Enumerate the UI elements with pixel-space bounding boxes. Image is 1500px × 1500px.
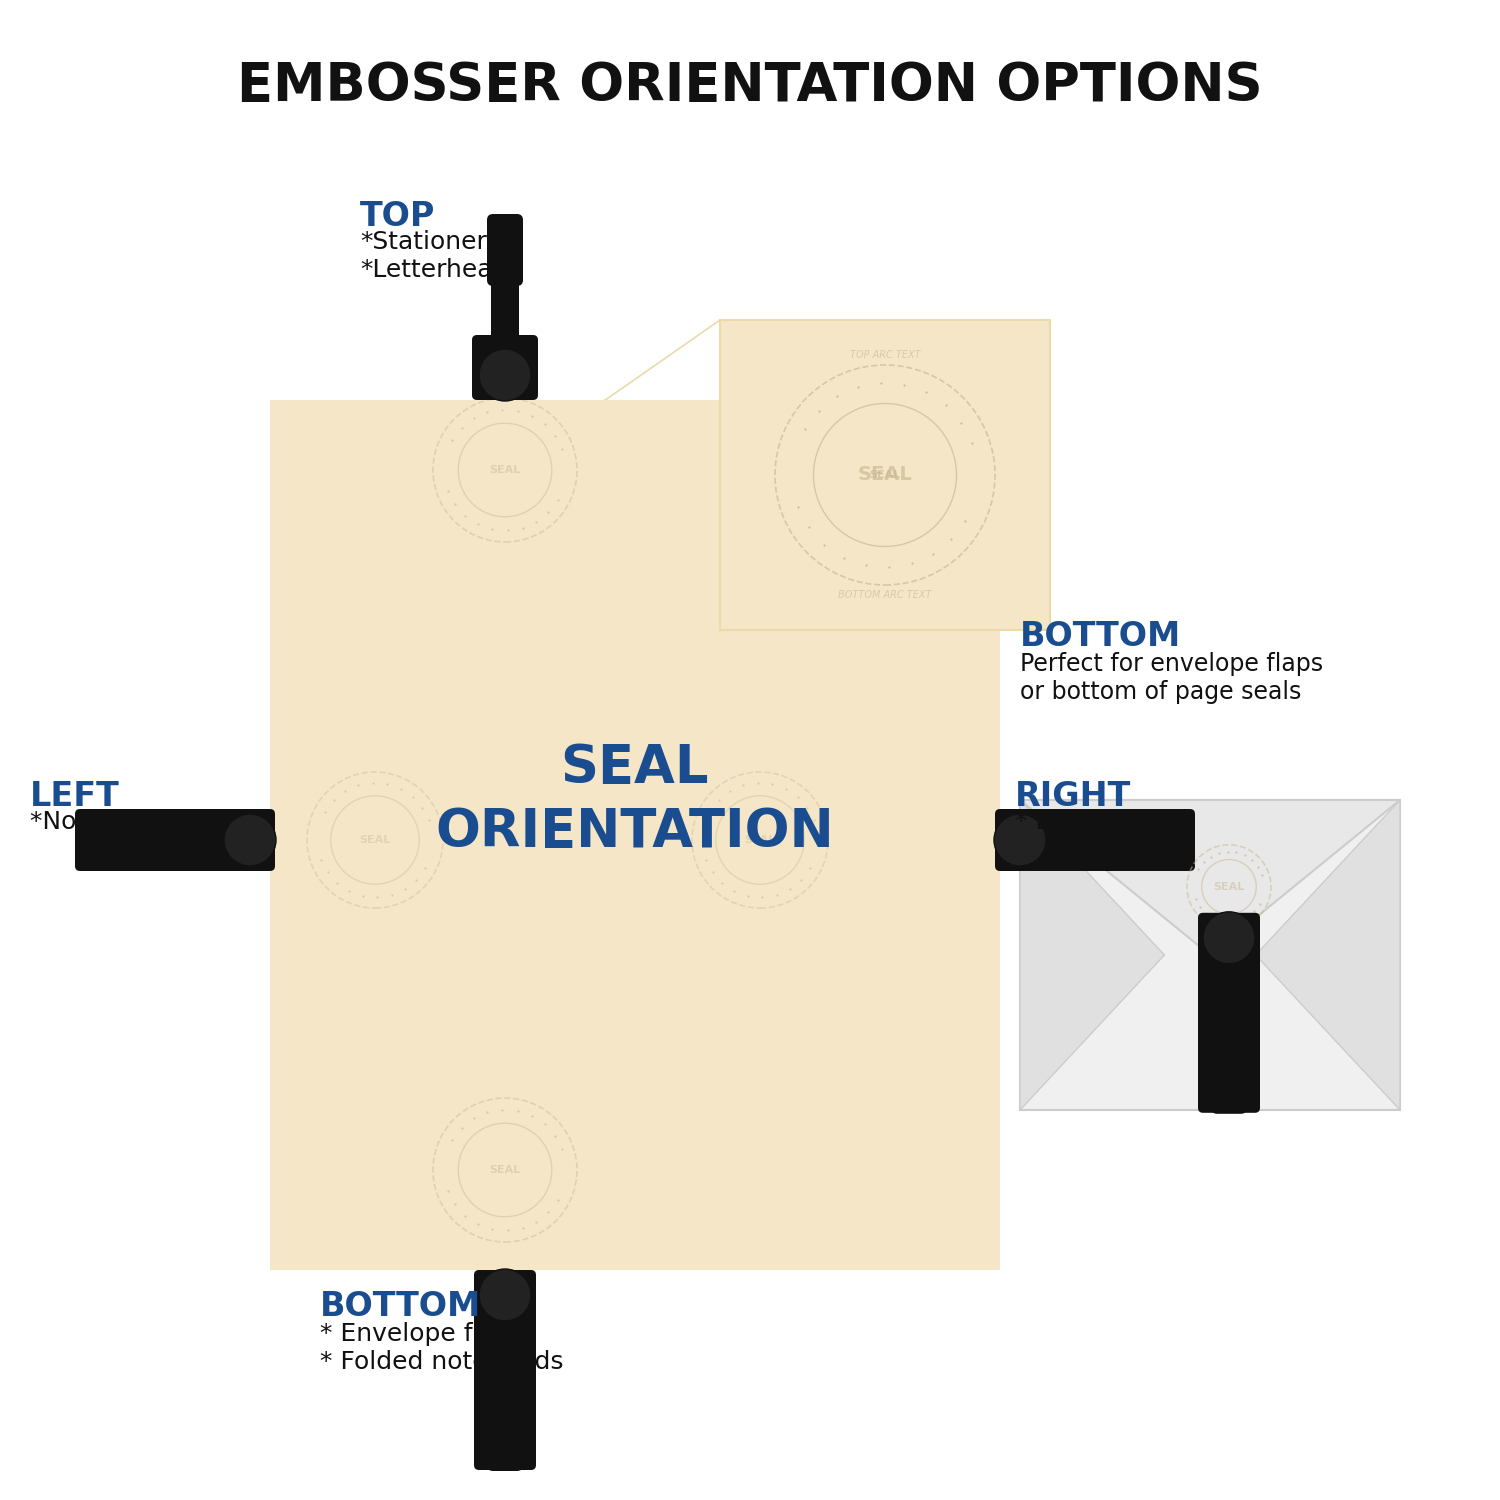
Text: LEFT: LEFT [30,780,120,813]
Text: SEAL: SEAL [360,836,390,844]
Bar [490,266,519,345]
Text: TOP ARC TEXT: TOP ARC TEXT [849,350,921,360]
Circle shape [1203,912,1255,964]
FancyBboxPatch shape [75,808,274,871]
Text: SEAL: SEAL [1214,882,1245,892]
Text: EMBOSSER ORIENTATION OPTIONS: EMBOSSER ORIENTATION OPTIONS [237,60,1263,112]
Circle shape [478,350,531,400]
Text: * Folded note cards: * Folded note cards [320,1350,564,1374]
Text: *Stationery: *Stationery [360,230,501,254]
Text: SEAL: SEAL [870,470,900,480]
Text: * Envelope flaps: * Envelope flaps [320,1322,524,1346]
Text: or bottom of page seals: or bottom of page seals [1020,680,1302,703]
FancyBboxPatch shape [994,808,1196,871]
Text: SEAL: SEAL [489,1166,520,1174]
Circle shape [478,1269,531,1322]
Text: *Not Common: *Not Common [30,810,207,834]
Text: SEAL: SEAL [489,465,520,476]
FancyBboxPatch shape [488,1400,524,1472]
Text: Perfect for envelope flaps: Perfect for envelope flaps [1020,652,1323,676]
FancyBboxPatch shape [472,334,538,400]
Text: * Book page: * Book page [1016,810,1168,834]
Polygon shape [1020,800,1164,1110]
Text: BOTTOM: BOTTOM [320,1290,482,1323]
FancyBboxPatch shape [720,320,1050,630]
FancyBboxPatch shape [1020,800,1400,1110]
FancyBboxPatch shape [474,1270,536,1470]
FancyBboxPatch shape [1210,1042,1246,1114]
Text: *Letterhead: *Letterhead [360,258,509,282]
Text: BOTTOM: BOTTOM [1020,620,1182,652]
Text: RIGHT: RIGHT [1016,780,1131,813]
Text: SEAL
ORIENTATION: SEAL ORIENTATION [435,742,834,858]
FancyBboxPatch shape [270,400,1001,1270]
Circle shape [224,815,276,866]
Text: BOTTOM ARC TEXT: BOTTOM ARC TEXT [839,590,932,600]
Text: SEAL: SEAL [858,465,912,484]
FancyBboxPatch shape [1198,914,1260,1113]
Text: SEAL: SEAL [744,836,776,844]
FancyBboxPatch shape [488,214,524,286]
Polygon shape [1020,800,1400,956]
Circle shape [994,815,1045,866]
Polygon shape [1256,800,1400,1110]
Text: TOP: TOP [360,200,435,232]
